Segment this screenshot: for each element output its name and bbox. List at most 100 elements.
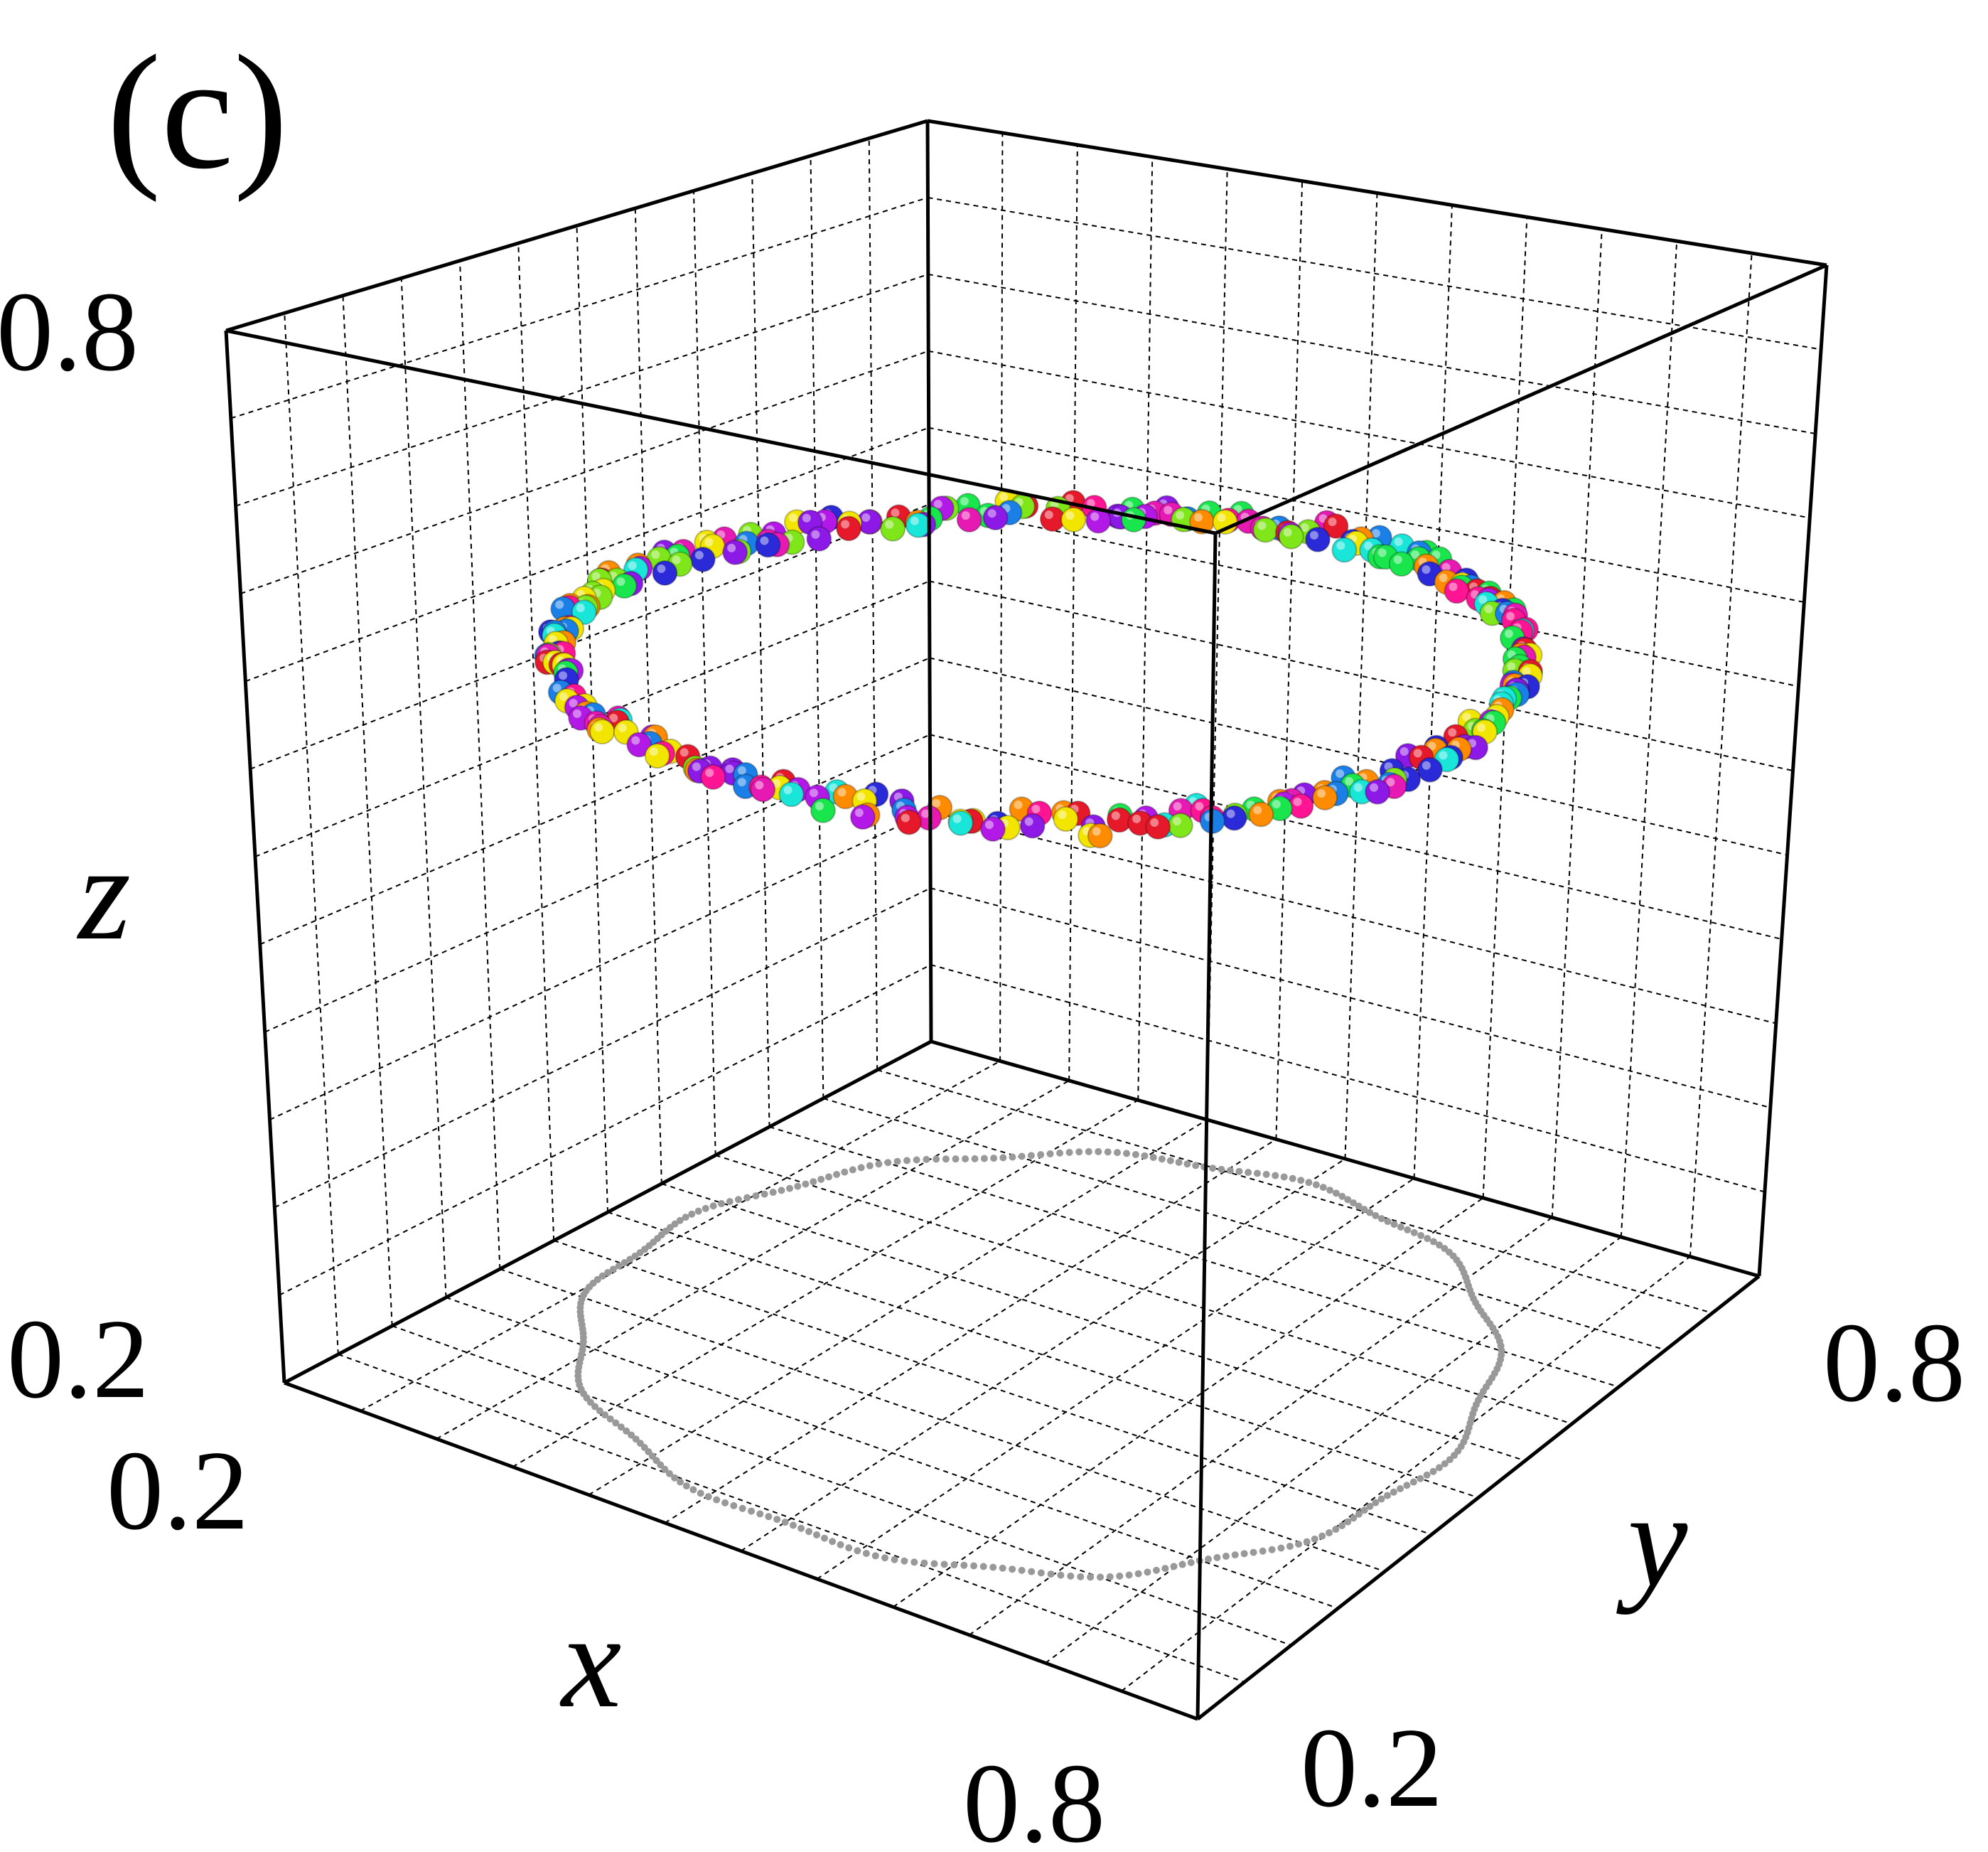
ring-point-highlight [933, 500, 942, 509]
floor-grid-line [876, 1069, 1713, 1314]
ring-point-highlight [921, 809, 930, 818]
ring-point-highlight [1427, 742, 1436, 751]
ring-point-highlight [618, 723, 627, 732]
shadow-point [626, 1256, 634, 1263]
shadow-point [1009, 1565, 1016, 1573]
floor-grid-line [740, 1158, 1346, 1552]
shadow-point [1350, 1199, 1358, 1206]
shadow-point [671, 1474, 679, 1482]
ring-point-highlight [594, 723, 603, 732]
wall-grid-line [930, 887, 1771, 1108]
shadow-point [1360, 1206, 1368, 1214]
ring-point [1278, 523, 1304, 550]
ring-point-highlight [1345, 776, 1354, 786]
shadow-point [1332, 1526, 1340, 1533]
ring-point-highlight [1477, 723, 1486, 732]
shadow-point [1435, 1241, 1443, 1249]
ring-point-highlight [1364, 541, 1373, 550]
ring-point-highlight [837, 788, 847, 797]
shadow-point [702, 1204, 709, 1212]
shadow-point [689, 1486, 697, 1494]
floor-grid-line [823, 1098, 1666, 1351]
shadow-point [923, 1155, 930, 1163]
shadow-point [713, 1496, 721, 1504]
shadow-point [952, 1155, 960, 1163]
ring-point-highlight [1031, 805, 1041, 814]
shadow-point [1087, 1573, 1095, 1581]
ring-point-highlight [1293, 797, 1302, 806]
shadow-point [1057, 1571, 1065, 1579]
shadow-point [1319, 1184, 1327, 1192]
ring-point [836, 515, 862, 542]
ring-point-highlight [861, 513, 871, 523]
ring-point-highlight [1065, 510, 1075, 520]
shadow-point [817, 1175, 825, 1183]
shadow-point [604, 1268, 612, 1276]
shadow-point [833, 1170, 841, 1178]
shadow-point [1409, 1478, 1417, 1486]
ring-point-highlight [1058, 810, 1067, 819]
shadow-point [1028, 1568, 1036, 1575]
shadow-point [1355, 1202, 1363, 1210]
shadow-point [1018, 1152, 1026, 1160]
ring-point-highlight [1353, 783, 1363, 792]
shadow-point [598, 1272, 606, 1280]
shadow-point [854, 1547, 861, 1555]
shadow-point [1404, 1226, 1412, 1233]
ring-point-highlight [573, 709, 582, 718]
shadow-point [812, 1531, 820, 1538]
shadow-point [979, 1563, 987, 1570]
box-edge [283, 1039, 933, 1385]
ring-point [611, 573, 638, 599]
ring-point [571, 599, 597, 626]
wall-grid-line [634, 208, 662, 1184]
shadow-point [857, 1164, 865, 1172]
floor-grid-line [607, 1211, 1479, 1499]
shadow-point [1417, 1231, 1425, 1239]
ring-point-highlight [1092, 827, 1101, 836]
ring-point-highlight [1439, 751, 1448, 760]
panel-label: (c) [107, 21, 288, 203]
shadow-point [837, 1541, 844, 1548]
ring-point-highlight [1422, 761, 1431, 770]
shadow-point [871, 1552, 879, 1560]
shadow-point [1396, 1484, 1404, 1492]
box-edge [1757, 264, 1829, 1277]
shadow-point [845, 1544, 853, 1552]
ring-point [1060, 506, 1087, 532]
ring-point-highlight [1411, 550, 1420, 560]
shadow-point [761, 1190, 768, 1198]
shadow-point [1125, 1571, 1133, 1579]
ring-point-highlight [1257, 521, 1267, 530]
shadow-point [1231, 1551, 1239, 1559]
shadow-point [940, 1561, 948, 1568]
ring-point-highlight [1439, 573, 1448, 582]
ring-point-highlight [1413, 749, 1422, 758]
ring-point-highlight [891, 508, 900, 518]
ring-point [849, 804, 876, 830]
ring-point [1388, 551, 1414, 577]
shadow-point [738, 1504, 746, 1512]
wall-grid-line [1413, 205, 1453, 1179]
box-edge [225, 328, 1216, 535]
y-tick-max: 0.8 [1823, 1299, 1965, 1425]
shadow-point [1027, 1152, 1035, 1160]
ring-point-highlight [999, 493, 1009, 502]
ring-point-highlight [1253, 805, 1262, 815]
wall-grid-line [1344, 193, 1378, 1160]
box-edge [225, 119, 928, 333]
ring-point-highlight [1386, 778, 1395, 787]
z-tick-max: 0.8 [0, 268, 139, 395]
ring-point-highlight [885, 520, 894, 529]
ring-point-highlight [783, 786, 792, 795]
ring-point [589, 719, 616, 745]
ring-point [1221, 805, 1247, 831]
shadow-point [1245, 1169, 1252, 1177]
shadow-point [1268, 1546, 1276, 1553]
ring-point-highlight [552, 683, 562, 692]
shadow-point [1384, 1218, 1392, 1226]
shadow-point [920, 1559, 928, 1567]
shadow-point [999, 1564, 1006, 1572]
shadow-point [1397, 1224, 1404, 1231]
